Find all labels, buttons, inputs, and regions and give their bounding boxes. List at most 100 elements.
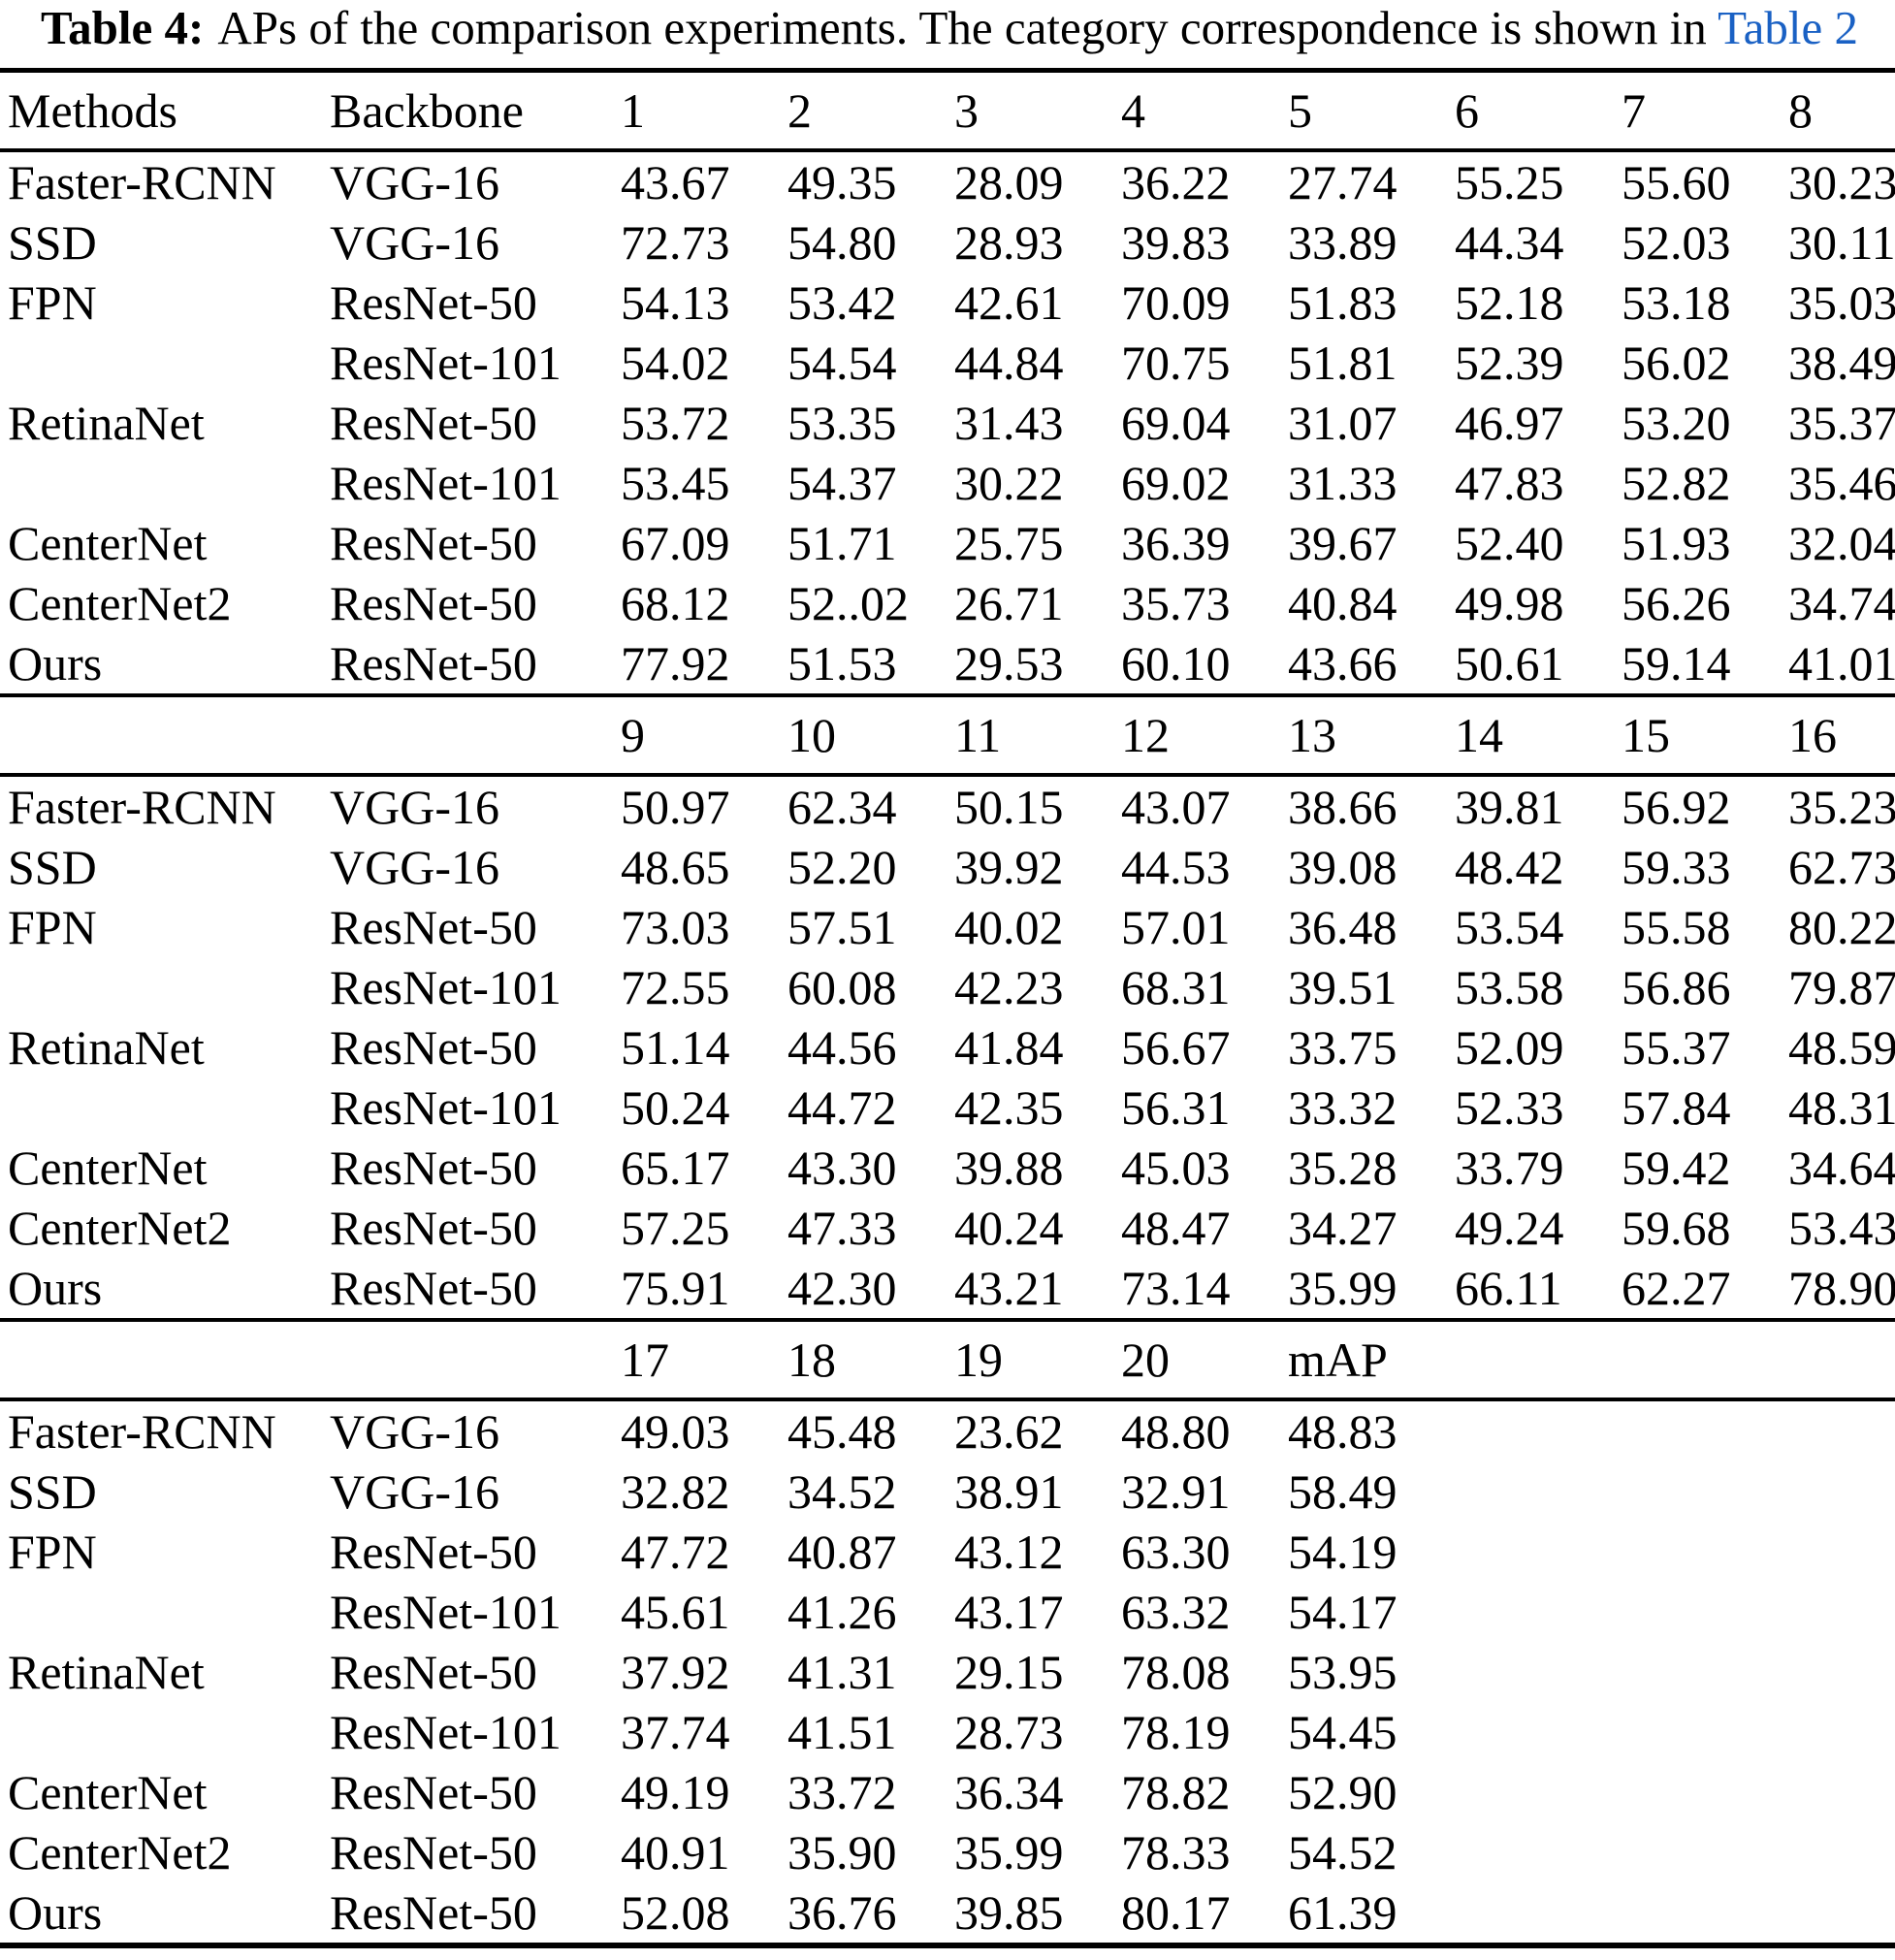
value-cell: 42.35 — [954, 1080, 1064, 1135]
value-cell: 54.02 — [621, 336, 730, 390]
backbone-cell: ResNet-50 — [330, 516, 537, 570]
value-cell: 44.72 — [787, 1080, 897, 1135]
method-cell: Faster-RCNN — [8, 780, 276, 834]
value-cell — [1788, 1702, 1895, 1762]
value-cell: 40.87 — [787, 1525, 897, 1579]
header-cell: 16 — [1788, 708, 1837, 762]
backbone-cell: ResNet-50 — [330, 636, 537, 691]
value-cell: 34.64 — [1788, 1141, 1895, 1195]
value-cell: 66.11 — [1455, 1261, 1562, 1315]
value-cell: 67.09 — [621, 516, 730, 570]
value-cell: 57.84 — [1622, 1080, 1731, 1135]
value-cell: 35.46 — [1788, 456, 1895, 510]
table-row: RetinaNet ResNet-50 37.92 41.31 29.15 78.08 53… — [0, 1642, 1895, 1702]
table-section-3: 17 18 19 20 mAP Faster-RCNN VGG-16 49.03 45.48 23… — [0, 1320, 1895, 1945]
value-cell: 39.88 — [954, 1141, 1064, 1195]
method-cell: RetinaNet — [8, 1020, 205, 1075]
header-methods — [0, 1320, 330, 1399]
value-cell: 28.93 — [954, 215, 1064, 270]
value-cell: 54.37 — [787, 456, 897, 510]
table-row: ResNet-101 45.61 41.26 43.17 63.32 54.17 — [0, 1582, 1895, 1642]
method-cell: Faster-RCNN — [8, 155, 276, 209]
backbone-cell: ResNet-50 — [330, 1525, 537, 1579]
value-cell: 65.17 — [621, 1141, 730, 1195]
value-cell: 60.08 — [787, 960, 897, 1014]
value-cell — [1622, 1762, 1788, 1822]
backbone-cell: ResNet-50 — [330, 275, 537, 330]
value-cell: 26.71 — [954, 576, 1064, 630]
value-cell — [1788, 1822, 1895, 1882]
value-cell: 55.60 — [1622, 155, 1731, 209]
value-cell: 36.48 — [1288, 900, 1397, 954]
value-cell — [1455, 1642, 1622, 1702]
value-cell: 80.17 — [1121, 1885, 1231, 1940]
backbone-cell: ResNet-101 — [330, 960, 562, 1014]
value-cell: 42.61 — [954, 275, 1064, 330]
table-row: Ours ResNet-50 75.91 42.30 43.21 73.14 35.99 66… — [0, 1258, 1895, 1320]
backbone-cell: ResNet-101 — [330, 1585, 562, 1639]
header-backbone: Backbone — [330, 83, 524, 138]
method-cell: RetinaNet — [8, 1645, 205, 1699]
backbone-cell: ResNet-101 — [330, 456, 562, 510]
value-cell: 54.17 — [1288, 1585, 1397, 1639]
table-row: CenterNet2 ResNet-50 57.25 47.33 40.24 48.47 3… — [0, 1198, 1895, 1258]
value-cell: 33.72 — [787, 1765, 897, 1819]
method-cell: CenterNet2 — [8, 1201, 232, 1255]
value-cell: 53.18 — [1622, 275, 1731, 330]
method-cell: FPN — [8, 1525, 97, 1579]
value-cell: 53.72 — [621, 396, 730, 450]
value-cell: 58.49 — [1288, 1464, 1397, 1519]
value-cell: 35.99 — [1288, 1261, 1397, 1315]
table-section-2: 9 10 11 12 13 14 15 16 Faster-RCNN VGG-16 50.97 62.… — [0, 695, 1895, 1320]
value-cell: 62.27 — [1622, 1261, 1731, 1315]
value-cell: 59.14 — [1622, 636, 1731, 691]
value-cell: 33.89 — [1288, 215, 1397, 270]
value-cell: 38.91 — [954, 1464, 1064, 1519]
value-cell: 36.76 — [787, 1885, 897, 1940]
header-methods — [0, 695, 330, 775]
method-cell: SSD — [8, 840, 97, 894]
table-row: RetinaNet ResNet-50 53.72 53.35 31.43 69.04 31… — [0, 393, 1895, 453]
backbone-cell: VGG-16 — [330, 155, 499, 209]
header-row: 9 10 11 12 13 14 15 16 — [0, 695, 1895, 775]
value-cell — [1788, 1582, 1895, 1642]
backbone-cell: ResNet-50 — [330, 1020, 537, 1075]
value-cell — [1622, 1642, 1788, 1702]
value-cell: 41.26 — [787, 1585, 897, 1639]
header-cell: 13 — [1288, 708, 1336, 762]
value-cell: 47.83 — [1455, 456, 1564, 510]
value-cell: 78.19 — [1121, 1705, 1231, 1759]
value-cell: 48.83 — [1288, 1404, 1397, 1459]
value-cell — [1455, 1702, 1622, 1762]
table2-link[interactable]: Table 2 — [1718, 1, 1859, 54]
value-cell: 35.99 — [954, 1825, 1064, 1880]
value-cell: 52.03 — [1622, 215, 1731, 270]
value-cell: 35.28 — [1288, 1141, 1397, 1195]
value-cell: 53.45 — [621, 456, 730, 510]
header-cell: 18 — [787, 1333, 836, 1387]
value-cell: 52.09 — [1455, 1020, 1564, 1075]
header-cell: 3 — [954, 83, 979, 138]
value-cell: 56.26 — [1622, 576, 1731, 630]
header-cell: 1 — [621, 83, 645, 138]
value-cell: 48.31 — [1788, 1080, 1895, 1135]
value-cell: 50.24 — [621, 1080, 730, 1135]
value-cell: 35.37 — [1788, 396, 1895, 450]
value-cell: 52.18 — [1455, 275, 1564, 330]
value-cell — [1455, 1399, 1622, 1462]
value-cell: 54.45 — [1288, 1705, 1397, 1759]
value-cell: 53.35 — [787, 396, 897, 450]
method-cell: Ours — [8, 1261, 103, 1315]
header-cell: 15 — [1622, 708, 1670, 762]
value-cell: 57.25 — [621, 1201, 730, 1255]
backbone-cell: ResNet-50 — [330, 1261, 537, 1315]
value-cell: 56.67 — [1121, 1020, 1231, 1075]
value-cell: 31.43 — [954, 396, 1064, 450]
backbone-cell: ResNet-50 — [330, 900, 537, 954]
value-cell: 57.51 — [787, 900, 897, 954]
header-cell: 4 — [1121, 83, 1145, 138]
value-cell: 36.22 — [1121, 155, 1231, 209]
header-cell: mAP — [1288, 1333, 1388, 1387]
value-cell: 53.54 — [1455, 900, 1564, 954]
table-row: FPN ResNet-50 73.03 57.51 40.02 57.01 36.48 53.… — [0, 897, 1895, 957]
